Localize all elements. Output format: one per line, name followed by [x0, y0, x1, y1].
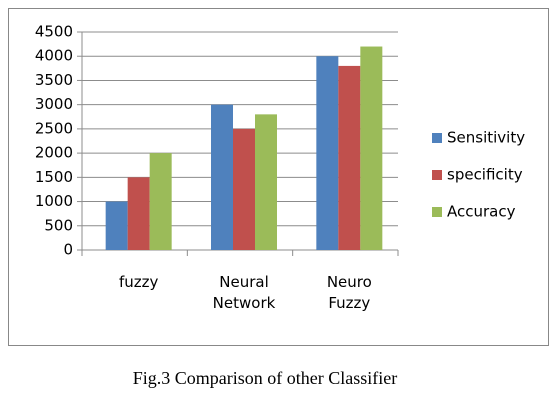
y-tick-label: 4000 [35, 47, 73, 65]
bar [338, 65, 361, 251]
x-tick-label: fuzzy [118, 273, 159, 291]
y-tick-label: 1500 [35, 168, 73, 186]
legend-label: specificity [447, 166, 523, 184]
bar [255, 114, 277, 250]
bar [360, 46, 383, 251]
legend-swatch [432, 207, 442, 217]
caption: Fig.3 Comparison of other Classifier [132, 368, 398, 388]
x-tick-label: Neuro Fuzzy [326, 273, 372, 312]
legend-label: Accuracy [447, 203, 516, 221]
bar [316, 56, 339, 250]
y-tick-label: 2000 [35, 144, 73, 162]
bar [127, 177, 150, 250]
x-tick-label: Neural Network [212, 273, 276, 312]
y-tick-label: 1000 [35, 192, 73, 210]
legend-swatch [432, 133, 442, 143]
y-tick-label: 3500 [35, 71, 73, 89]
y-tick-label: 500 [44, 216, 73, 234]
bar [105, 201, 128, 250]
bar [233, 128, 255, 250]
bar [211, 104, 233, 251]
y-tick-label: 2500 [35, 119, 73, 137]
y-tick-label: 4500 [35, 23, 73, 41]
y-tick-label: 3000 [35, 95, 73, 113]
legend-swatch [432, 170, 442, 180]
legend-label: Sensitivity [447, 129, 525, 147]
bar [149, 153, 172, 250]
y-tick-label: 0 [63, 241, 73, 259]
